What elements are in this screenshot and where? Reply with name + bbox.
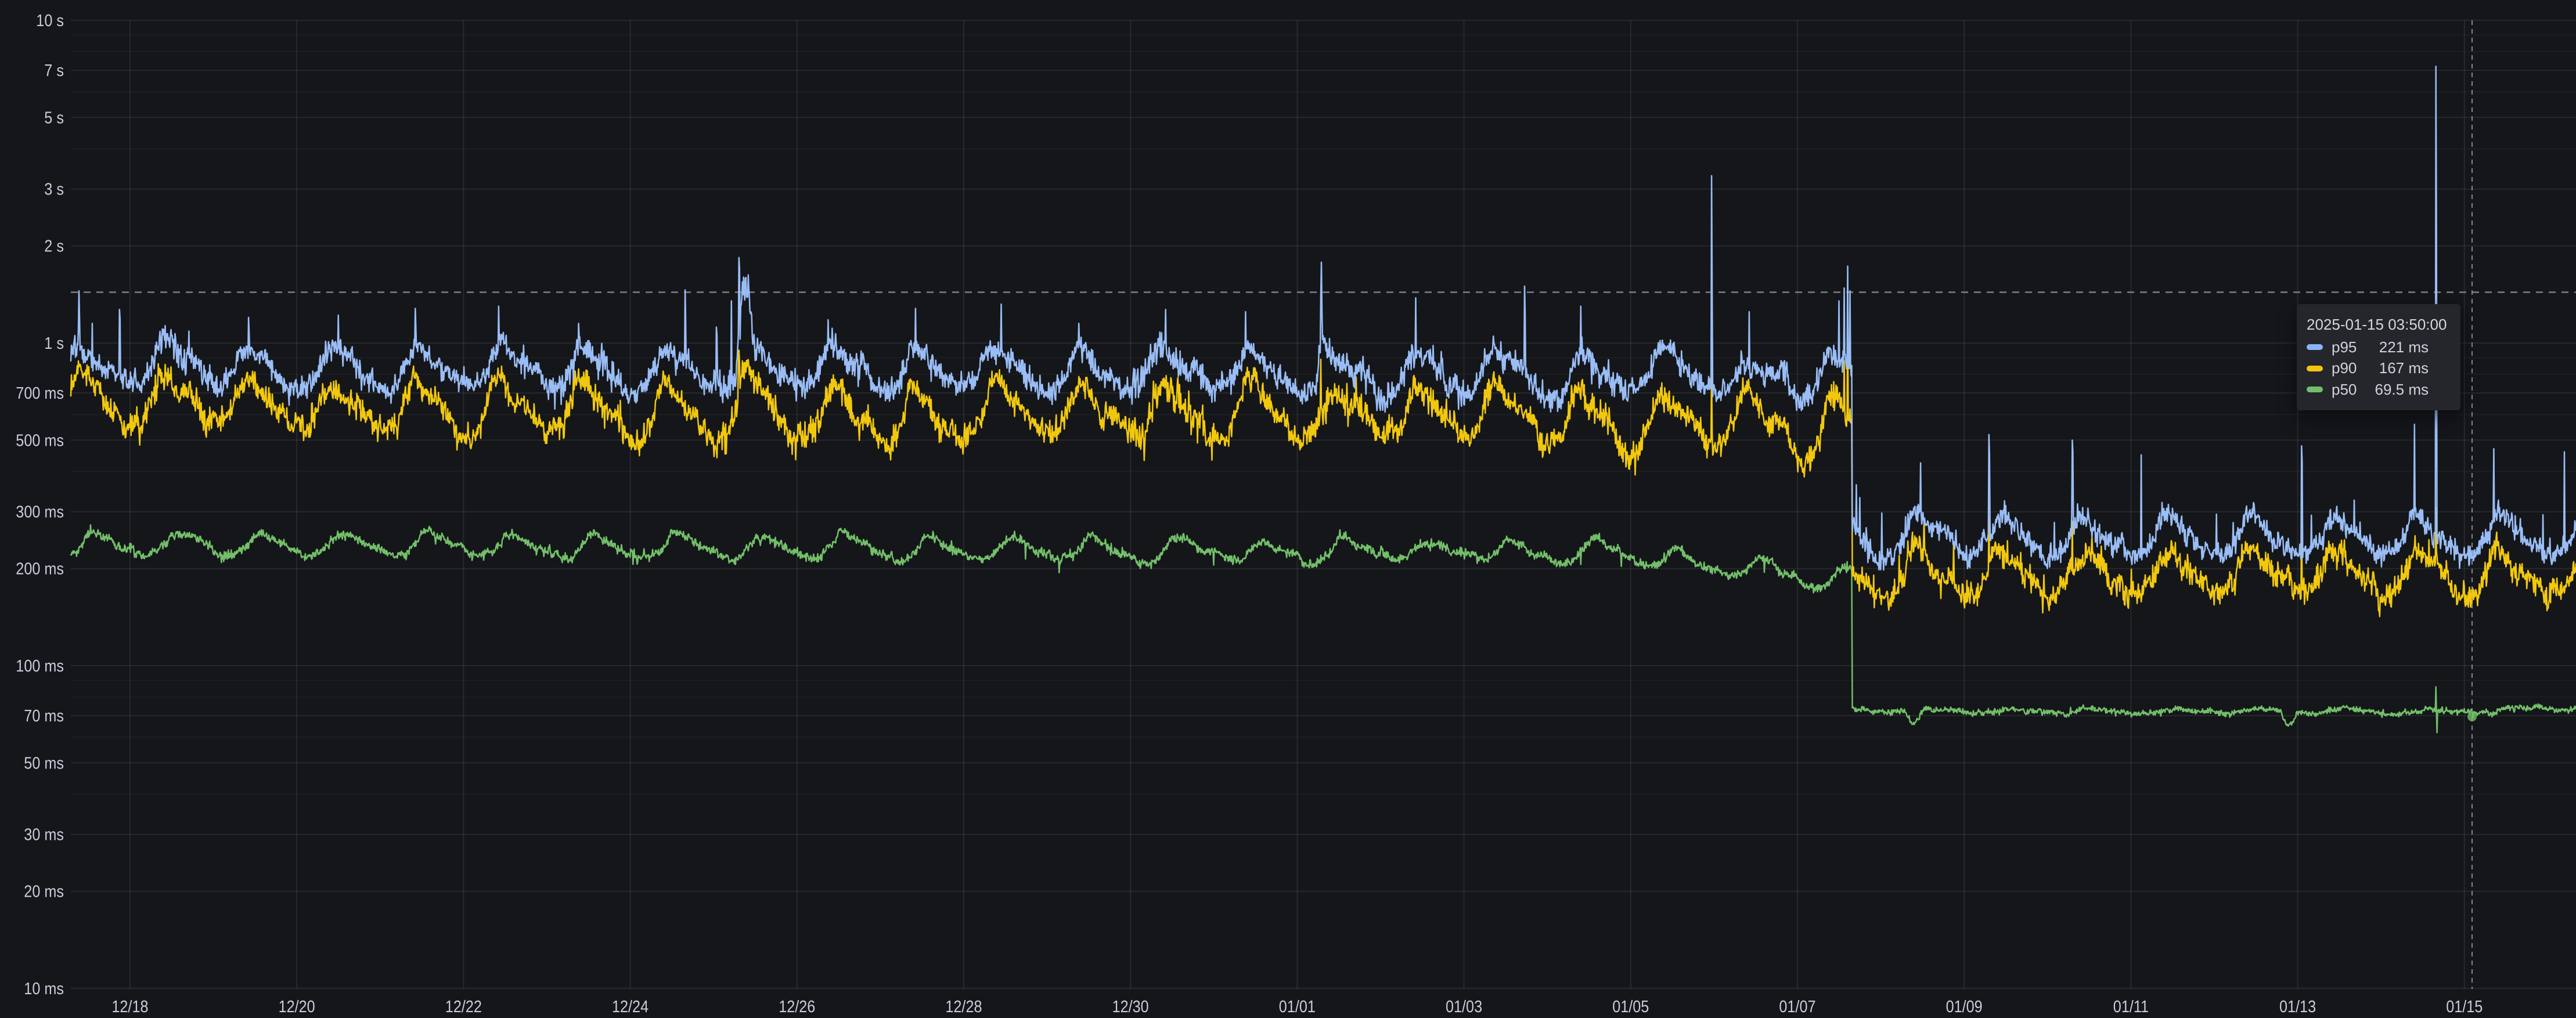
svg-text:12/22: 12/22 — [445, 998, 482, 1016]
svg-text:10 s: 10 s — [36, 12, 64, 30]
svg-text:12/18: 12/18 — [111, 998, 148, 1016]
svg-text:20 ms: 20 ms — [24, 883, 64, 901]
svg-text:01/01: 01/01 — [1279, 998, 1316, 1016]
svg-text:12/28: 12/28 — [945, 998, 982, 1016]
svg-text:01/15: 01/15 — [2446, 998, 2483, 1016]
svg-text:100 ms: 100 ms — [16, 657, 64, 676]
svg-text:50 ms: 50 ms — [24, 754, 64, 772]
svg-text:01/11: 01/11 — [2113, 998, 2149, 1016]
svg-text:12/26: 12/26 — [779, 998, 815, 1016]
svg-text:10 ms: 10 ms — [24, 980, 64, 998]
svg-text:12/30: 12/30 — [1112, 998, 1149, 1016]
svg-text:01/13: 01/13 — [2279, 998, 2316, 1016]
svg-text:01/09: 01/09 — [1946, 998, 1983, 1016]
svg-text:700 ms: 700 ms — [16, 384, 64, 403]
svg-text:30 ms: 30 ms — [24, 826, 64, 844]
svg-text:7 s: 7 s — [44, 62, 64, 80]
svg-text:2 s: 2 s — [44, 237, 64, 256]
svg-text:70 ms: 70 ms — [24, 707, 64, 725]
svg-text:01/07: 01/07 — [1779, 998, 1815, 1016]
svg-text:5 s: 5 s — [44, 109, 64, 127]
svg-text:500 ms: 500 ms — [16, 431, 64, 450]
svg-text:200 ms: 200 ms — [16, 560, 64, 579]
svg-text:1 s: 1 s — [44, 334, 64, 353]
svg-text:01/05: 01/05 — [1612, 998, 1649, 1016]
svg-text:12/24: 12/24 — [612, 998, 648, 1016]
svg-text:01/03: 01/03 — [1446, 998, 1482, 1016]
svg-text:300 ms: 300 ms — [16, 503, 64, 522]
svg-text:12/20: 12/20 — [279, 998, 315, 1016]
svg-text:3 s: 3 s — [44, 181, 64, 199]
